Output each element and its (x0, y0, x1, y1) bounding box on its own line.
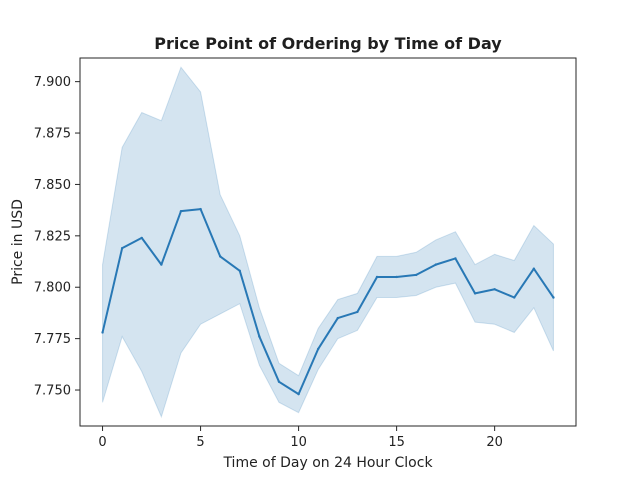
data-point (277, 380, 281, 383)
x-axis: 0 5 10 15 20 (98, 426, 503, 450)
data-points-layer (101, 207, 555, 396)
data-point (415, 273, 418, 277)
y-tick-label: 7.850 (34, 178, 71, 193)
data-point (513, 296, 516, 299)
x-tick-label: 10 (290, 435, 307, 450)
data-point (218, 255, 222, 258)
data-point (199, 207, 202, 211)
confidence-band (102, 66, 554, 419)
data-point (140, 236, 143, 240)
data-point (101, 331, 104, 334)
data-point (434, 263, 438, 266)
x-tick-label: 20 (486, 435, 503, 450)
plot-area (101, 66, 555, 419)
y-tick-label: 7.825 (34, 229, 71, 244)
data-point (532, 267, 536, 270)
data-point (238, 269, 241, 272)
chart-title: Price Point of Ordering by Time of Day (154, 34, 502, 53)
data-point (473, 292, 477, 295)
data-point (160, 263, 163, 266)
y-tick-label: 7.800 (34, 281, 71, 296)
data-point (493, 288, 496, 291)
x-tick-label: 0 (98, 435, 106, 450)
series-line (101, 208, 555, 396)
plot-frame (79, 57, 577, 427)
data-point (375, 275, 379, 279)
data-point (317, 347, 320, 351)
data-point (552, 296, 555, 299)
x-tick-label: 15 (388, 435, 405, 450)
data-point (336, 316, 339, 320)
data-point (179, 209, 183, 213)
x-axis-label: Time of Day on 24 Hour Clock (222, 455, 433, 471)
data-point (258, 335, 261, 338)
data-point (356, 310, 359, 314)
y-tick-label: 7.750 (34, 384, 71, 399)
y-tick-label: 7.775 (34, 332, 71, 347)
data-point (454, 257, 457, 260)
data-point (297, 392, 300, 396)
y-tick-label: 7.875 (34, 127, 71, 142)
data-point (395, 275, 398, 279)
data-point (120, 246, 124, 250)
y-tick-label: 7.900 (34, 75, 71, 90)
y-axis-label: Price in USD (10, 199, 26, 285)
x-tick-label: 5 (196, 435, 204, 450)
y-axis: 7.750 7.775 7.800 7.825 7.850 7.875 7.900 (34, 75, 80, 399)
